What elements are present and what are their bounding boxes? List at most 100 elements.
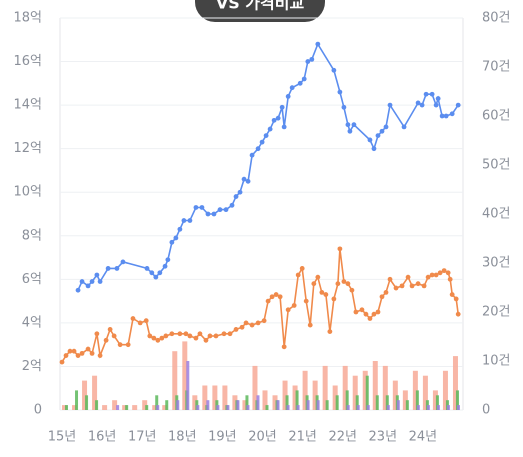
point	[259, 139, 265, 145]
point	[367, 137, 373, 143]
point	[371, 146, 377, 152]
point	[345, 122, 351, 128]
point	[349, 287, 355, 293]
bar	[102, 405, 108, 410]
bar	[385, 395, 389, 410]
point	[67, 348, 73, 354]
bar	[172, 351, 178, 410]
point	[125, 342, 131, 348]
point	[193, 335, 199, 341]
point	[213, 333, 219, 339]
point	[353, 309, 359, 315]
point	[419, 102, 425, 108]
bar	[345, 390, 349, 410]
point	[295, 272, 301, 278]
y2-tick-label: 10건	[482, 354, 511, 369]
point	[273, 292, 279, 297]
point	[437, 270, 443, 276]
point	[279, 104, 285, 110]
bar	[332, 385, 338, 410]
point	[233, 327, 239, 332]
point	[441, 268, 447, 274]
point	[130, 316, 136, 321]
bar	[212, 385, 218, 410]
bar	[216, 405, 220, 410]
bar	[72, 405, 78, 410]
point	[347, 128, 353, 134]
point	[255, 320, 261, 326]
bar	[272, 395, 278, 410]
point	[79, 279, 85, 284]
point	[149, 270, 155, 276]
bar	[242, 400, 248, 410]
point	[144, 266, 150, 271]
point	[227, 331, 233, 337]
bar	[452, 356, 458, 410]
point	[367, 316, 373, 321]
bar	[265, 405, 269, 410]
bar	[412, 370, 418, 410]
bar	[196, 405, 200, 410]
point	[281, 124, 287, 130]
x-tick-label: 20년	[248, 430, 277, 445]
point	[105, 266, 111, 271]
point	[415, 281, 421, 287]
point	[199, 205, 205, 210]
bar	[116, 405, 120, 410]
bar	[232, 395, 238, 410]
bar	[132, 405, 138, 410]
bar	[392, 380, 398, 410]
bar	[405, 400, 409, 410]
point	[165, 257, 171, 263]
point	[261, 318, 267, 324]
bar	[182, 341, 188, 410]
point	[117, 342, 123, 348]
point	[63, 353, 69, 358]
bar	[245, 395, 249, 410]
bar	[435, 395, 439, 410]
bar	[262, 390, 268, 410]
bar	[362, 370, 368, 410]
point	[269, 294, 275, 300]
point	[203, 337, 209, 343]
point	[94, 272, 100, 278]
point	[221, 331, 227, 337]
point	[445, 270, 451, 276]
point	[229, 202, 235, 208]
bar	[156, 405, 160, 410]
y2-tick-label: 40건	[482, 207, 511, 222]
bar	[306, 400, 310, 410]
point	[393, 285, 399, 291]
point	[85, 283, 91, 289]
point	[217, 207, 223, 213]
point	[267, 126, 273, 132]
point	[183, 331, 189, 337]
y-tick-label: 0	[34, 403, 42, 418]
bar	[152, 405, 158, 410]
bar	[356, 405, 360, 410]
point	[289, 85, 295, 91]
line	[77, 42, 459, 291]
point	[301, 76, 307, 82]
point	[291, 303, 297, 308]
point	[277, 294, 283, 300]
point	[265, 298, 271, 304]
bar	[415, 390, 419, 410]
point	[163, 333, 169, 339]
point	[120, 259, 126, 265]
bar	[65, 405, 68, 410]
point	[233, 194, 239, 199]
y-tick-label: 10억	[13, 185, 42, 200]
point	[89, 279, 95, 284]
x-tick-label: 22년	[328, 430, 357, 445]
bar	[316, 400, 320, 410]
y-tick-label: 6억	[22, 272, 42, 287]
bar	[365, 375, 369, 410]
point	[323, 292, 329, 297]
point	[337, 246, 343, 252]
bar	[122, 405, 128, 410]
bar	[246, 405, 250, 410]
point	[315, 274, 321, 280]
bar	[386, 405, 390, 410]
